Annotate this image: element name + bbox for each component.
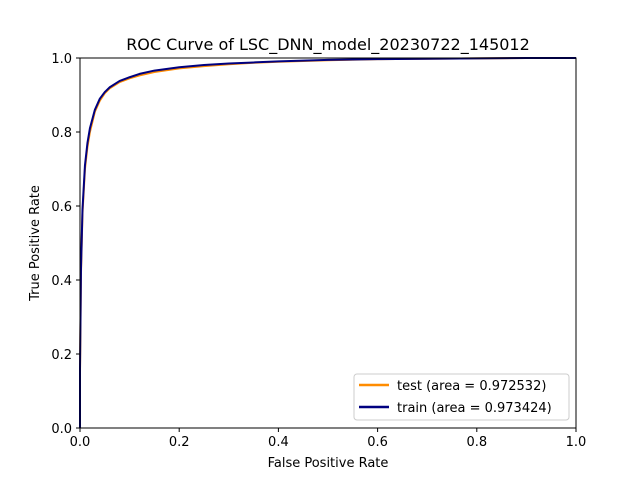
series-group (79, 57, 576, 428)
series-line-train (79, 57, 576, 428)
y-axis-label: True Positive Rate (28, 185, 43, 302)
x-axis-label: False Positive Rate (268, 456, 389, 471)
y-tick-label: 0.0 (51, 422, 72, 437)
y-tick-label: 0.6 (51, 200, 72, 215)
legend-box (353, 373, 570, 421)
legend: test (area = 0.972532) train (area = 0.9… (353, 373, 570, 421)
x-tick-label: 0.4 (268, 435, 289, 450)
x-axis-ticks: 0.0 0.2 0.4 0.6 0.8 1.0 (70, 428, 587, 450)
chart-title: ROC Curve of LSC_DNN_model_20230722_1450… (126, 35, 530, 55)
legend-label-test: test (area = 0.972532) (397, 379, 546, 394)
x-tick-label: 1.0 (566, 435, 587, 450)
y-tick-label: 1.0 (51, 52, 72, 67)
y-axis-ticks: 0.0 0.2 0.4 0.6 0.8 1.0 (51, 52, 80, 437)
plot-area (79, 57, 577, 429)
x-tick-label: 0.0 (70, 435, 91, 450)
x-tick-label: 0.6 (367, 435, 388, 450)
y-tick-label: 0.2 (51, 348, 72, 363)
y-tick-label: 0.8 (51, 126, 72, 141)
x-tick-label: 0.2 (169, 435, 190, 450)
legend-label-train: train (area = 0.973424) (397, 401, 552, 416)
y-tick-label: 0.4 (51, 274, 72, 289)
axes-frame (79, 57, 577, 429)
x-tick-label: 0.8 (466, 435, 487, 450)
